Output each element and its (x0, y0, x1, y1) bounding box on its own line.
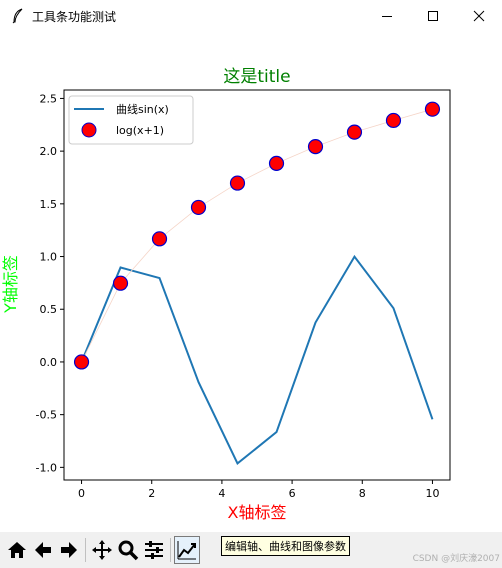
figure-canvas[interactable]: 这是title 0 2 4 6 8 10 -1.0 -0.5 0.0 0.5 1.0 1.5 2.0 2.… (0, 32, 502, 532)
y-tick-label: 0.5 (40, 303, 58, 316)
chart-title: 这是title (223, 67, 290, 87)
y-tick-label: -0.5 (36, 409, 57, 422)
x-tick-label: 6 (289, 487, 296, 500)
series-marker-log (112, 275, 129, 291)
y-axis-label: Y轴标签 (1, 255, 20, 314)
x-tick-label: 10 (425, 487, 439, 500)
zoom-button[interactable] (115, 535, 141, 565)
maximize-icon (428, 11, 438, 21)
y-tick-label: 1.5 (40, 198, 58, 211)
series-marker-log (190, 199, 207, 216)
y-tick-label: 2.0 (40, 145, 58, 158)
pan-button[interactable] (89, 535, 115, 565)
series-line-log (81, 108, 433, 363)
subplots-config-button[interactable] (141, 535, 167, 565)
forward-icon (61, 542, 77, 558)
pan-icon (92, 540, 112, 560)
series-marker-log (424, 101, 441, 117)
series-marker-log (268, 155, 285, 171)
legend-label-sin: 曲线sin(x) (116, 102, 169, 116)
feather-icon (12, 8, 23, 24)
legend-label-log: log(x+1) (116, 124, 164, 137)
series-marker-log (73, 354, 90, 370)
series-marker-log (307, 139, 324, 155)
y-tick-label: 1.0 (40, 251, 58, 264)
series-marker-log (346, 124, 363, 140)
watermark: CSDN @刘庆濠2007 (412, 554, 500, 564)
home-button[interactable] (4, 535, 30, 565)
maximize-button[interactable] (410, 0, 456, 32)
x-tick-label: 2 (148, 487, 155, 500)
close-button[interactable] (456, 0, 502, 32)
minimize-icon (382, 16, 392, 17)
y-tick-label: -1.0 (36, 461, 57, 474)
series-marker-log (151, 231, 168, 247)
legend-marker-swatch (81, 122, 97, 138)
subplots-config-icon (145, 541, 163, 559)
minimize-button[interactable] (364, 0, 410, 32)
window-title: 工具条功能测试 (32, 9, 117, 24)
edit-curves-icon (177, 541, 196, 560)
legend: 曲线sin(x) log(x+1) (68, 95, 194, 145)
zoom-icon (118, 540, 139, 561)
series-marker-log (385, 112, 402, 129)
toolbar-separator (170, 538, 171, 562)
toolbar-separator (85, 538, 86, 562)
tooltip: 编辑轴、曲线和图像参数 (221, 536, 350, 556)
x-axis-label: X轴标签 (228, 503, 287, 522)
series-marker-log (229, 175, 246, 191)
home-icon (8, 542, 26, 558)
close-icon (473, 10, 485, 22)
window-titlebar: 工具条功能测试 (0, 0, 502, 32)
series-line-sin (80, 254, 434, 466)
x-tick-label: 0 (78, 487, 85, 500)
forward-button[interactable] (56, 535, 82, 565)
y-tick-label: 2.5 (40, 92, 58, 105)
x-tick-label: 8 (359, 487, 366, 500)
y-tick-label: 0.0 (40, 356, 58, 369)
chart: 这是title 0 2 4 6 8 10 -1.0 -0.5 0.0 0.5 1.0 1.5 2.0 2.… (1, 67, 451, 522)
back-button[interactable] (30, 535, 56, 565)
edit-curves-button[interactable] (174, 536, 200, 564)
back-icon (35, 542, 51, 558)
axes-frame (63, 89, 451, 481)
x-tick-label: 4 (218, 487, 225, 500)
